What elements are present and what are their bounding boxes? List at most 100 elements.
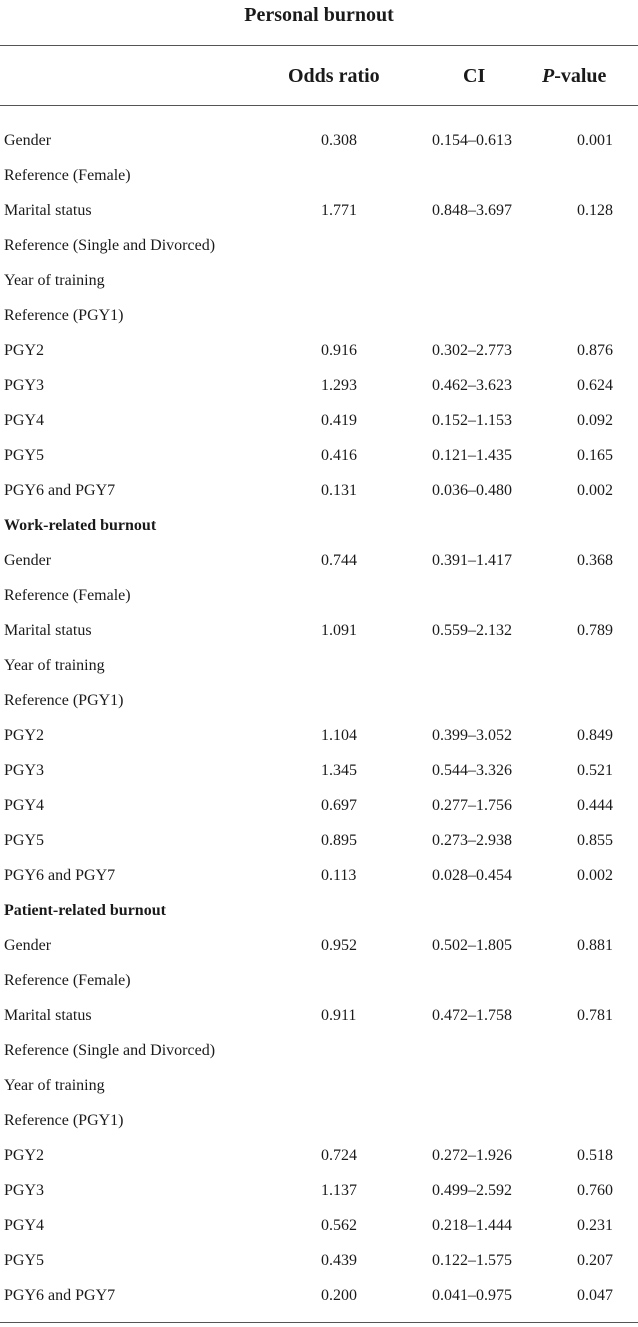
p-value-cell: 0.855 [577,832,613,849]
ci-cell: 0.218–1.444 [432,1217,512,1234]
odds-ratio-cell: 0.419 [321,412,357,429]
row-label: Marital status [4,1007,92,1024]
section-header-row: Patient-related burnout [0,893,638,928]
ci-cell: 0.848–3.697 [432,202,512,219]
row-label: Reference (Single and Divorced) [4,1042,216,1059]
odds-ratio-cell: 0.916 [321,342,357,359]
p-value-cell: 0.876 [577,342,613,359]
table-row: Reference (Female) [0,963,638,998]
odds-ratio-cell: 0.439 [321,1252,357,1269]
p-value-cell: 0.518 [577,1147,613,1164]
row-label: Gender [4,937,52,954]
odds-ratio-cell: 1.137 [321,1182,357,1199]
table-row: Reference (PGY1) [0,683,638,718]
p-value-cell: 0.521 [577,762,613,779]
ci-cell: 0.302–2.773 [432,342,512,359]
odds-ratio-cell: 0.911 [321,1007,357,1024]
table-row: PGY3 1.293 0.462–3.623 0.624 [0,368,638,403]
table-row: Gender 0.744 0.391–1.417 0.368 [0,543,638,578]
p-suffix: -value [554,65,607,87]
p-value-cell: 0.444 [577,797,613,814]
row-label: PGY3 [4,762,45,779]
row-label: PGY3 [4,1182,45,1199]
table-row: Gender 0.308 0.154–0.613 0.001 [0,123,638,158]
ci-cell: 0.154–0.613 [432,132,512,149]
top-rule [0,45,638,46]
ci-cell: 0.559–2.132 [432,622,512,639]
row-label: Gender [4,552,52,569]
table-row: Reference (Single and Divorced) [0,1033,638,1068]
row-label: PGY4 [4,797,45,814]
table-row: PGY5 0.416 0.121–1.435 0.165 [0,438,638,473]
ci-cell: 0.028–0.454 [432,867,512,884]
table-row: PGY4 0.419 0.152–1.153 0.092 [0,403,638,438]
row-label: Reference (Female) [4,587,131,604]
p-value-cell: 0.231 [577,1217,613,1234]
row-label: Year of training [4,272,105,289]
p-value-cell: 0.128 [577,202,613,219]
odds-ratio-cell: 0.724 [321,1147,357,1164]
section-header-row: Work-related burnout [0,508,638,543]
odds-ratio-cell: 1.293 [321,377,357,394]
row-label: PGY5 [4,1252,45,1269]
p-value-cell: 0.047 [577,1287,613,1304]
row-label: PGY4 [4,412,45,429]
table-row: PGY2 1.104 0.399–3.052 0.849 [0,718,638,753]
table-row: PGY6 and PGY7 0.200 0.041–0.975 0.047 [0,1278,638,1313]
table-row: PGY2 0.916 0.302–2.773 0.876 [0,333,638,368]
p-value-cell: 0.001 [577,132,613,149]
p-value-cell: 0.760 [577,1182,613,1199]
odds-ratio-cell: 0.895 [321,832,357,849]
row-label: PGY6 and PGY7 [4,482,116,499]
p-value-cell: 0.881 [577,937,613,954]
table-row: PGY6 and PGY7 0.113 0.028–0.454 0.002 [0,858,638,893]
ci-cell: 0.544–3.326 [432,762,512,779]
row-label: PGY4 [4,1217,45,1234]
row-label: PGY5 [4,832,45,849]
odds-ratio-cell: 1.771 [321,202,357,219]
table-body: Gender 0.308 0.154–0.613 0.001 Reference (Fe… [0,123,638,1313]
column-header-row: Odds ratio CI P-value [0,56,638,96]
ci-cell: 0.272–1.926 [432,1147,512,1164]
row-label: Reference (PGY1) [4,1112,124,1129]
row-label: PGY3 [4,377,45,394]
ci-cell: 0.152–1.153 [432,412,512,429]
table-row: Year of training [0,1068,638,1103]
table-row: Marital status 1.091 0.559–2.132 0.789 [0,613,638,648]
table-row: Year of training [0,263,638,298]
row-label: Year of training [4,657,105,674]
row-label: Reference (PGY1) [4,692,124,709]
ci-cell: 0.499–2.592 [432,1182,512,1199]
odds-ratio-cell: 0.952 [321,937,357,954]
ci-cell: 0.462–3.623 [432,377,512,394]
table-row: Reference (PGY1) [0,298,638,333]
ci-cell: 0.041–0.975 [432,1287,512,1304]
row-label: Reference (Female) [4,167,131,184]
row-label: PGY2 [4,342,45,359]
odds-ratio-cell: 0.697 [321,797,357,814]
table-row: PGY3 1.137 0.499–2.592 0.760 [0,1173,638,1208]
ci-cell: 0.391–1.417 [432,552,512,569]
odds-ratio-cell: 0.113 [321,867,357,884]
row-label: Year of training [4,1077,105,1094]
row-label: Reference (Female) [4,972,131,989]
column-header-odds-ratio: Odds ratio [288,65,380,87]
table-row: PGY6 and PGY7 0.131 0.036–0.480 0.002 [0,473,638,508]
table-row: Marital status 1.771 0.848–3.697 0.128 [0,193,638,228]
row-label: Marital status [4,622,92,639]
header-rule [0,105,638,106]
table-row: Reference (PGY1) [0,1103,638,1138]
odds-ratio-cell: 1.104 [321,727,357,744]
ci-cell: 0.273–2.938 [432,832,512,849]
odds-ratio-cell: 0.416 [321,447,357,464]
odds-ratio-cell: 1.091 [321,622,357,639]
p-value-cell: 0.849 [577,727,613,744]
ci-cell: 0.472–1.758 [432,1007,512,1024]
p-italic: P [542,65,555,87]
p-value-cell: 0.165 [577,447,613,464]
table-row: PGY5 0.895 0.273–2.938 0.855 [0,823,638,858]
odds-ratio-cell: 0.131 [321,482,357,499]
table-row: PGY4 0.697 0.277–1.756 0.444 [0,788,638,823]
ci-cell: 0.502–1.805 [432,937,512,954]
column-header-ci: CI [463,65,486,87]
